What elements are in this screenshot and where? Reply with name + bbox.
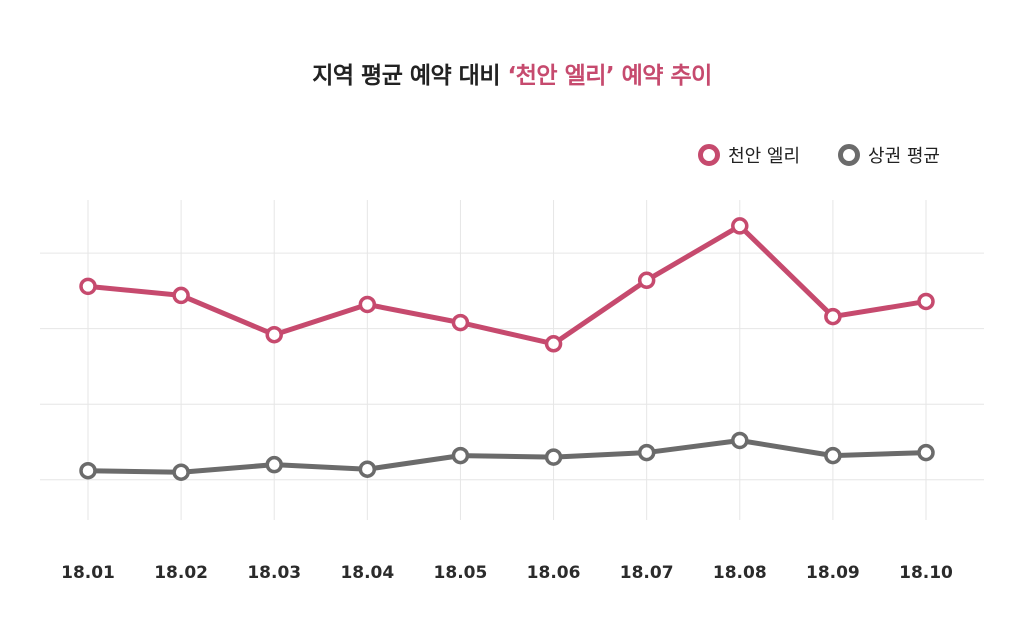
data-point-s0-2 xyxy=(265,325,283,344)
legend-item-primary: 천안 엘리 xyxy=(698,142,800,168)
legend-marker-secondary xyxy=(838,144,861,166)
data-point-s0-6 xyxy=(637,271,656,290)
data-point-s0-0 xyxy=(79,277,97,296)
x-tick-label-0: 18.01 xyxy=(61,563,115,583)
data-point-s0-5 xyxy=(544,335,563,353)
data-point-s0-4 xyxy=(451,313,470,332)
data-point-s0-9 xyxy=(917,292,935,311)
chart-title: 지역 평균 예약 대비 ‘천안 엘리’ 예약 추이 xyxy=(0,56,1024,90)
data-point-s1-1 xyxy=(172,463,190,481)
x-tick-label-6: 18.07 xyxy=(620,563,674,583)
chart-title-highlight: ‘천안 엘리’ 예약 추이 xyxy=(507,63,713,89)
x-tick-label-9: 18.10 xyxy=(899,563,953,583)
x-tick-label-8: 18.09 xyxy=(806,563,860,583)
data-point-s1-0 xyxy=(79,461,97,480)
chart-legend: 천안 엘리 상권 평균 xyxy=(698,142,940,168)
data-point-s0-1 xyxy=(172,286,190,305)
data-point-s1-7 xyxy=(731,431,749,450)
data-point-s1-6 xyxy=(637,443,656,462)
data-point-s1-4 xyxy=(451,446,470,465)
data-point-s1-3 xyxy=(358,460,377,478)
legend-item-secondary: 상권 평균 xyxy=(838,142,940,168)
x-tick-label-4: 18.05 xyxy=(434,563,488,583)
x-tick-label-7: 18.08 xyxy=(713,563,767,583)
data-point-s0-3 xyxy=(358,295,377,314)
data-point-s0-8 xyxy=(824,307,842,326)
chart-title-prefix: 지역 평균 예약 대비 xyxy=(312,63,508,89)
x-tick-label-2: 18.03 xyxy=(247,563,301,583)
legend-label-primary: 천안 엘리 xyxy=(728,146,801,167)
data-point-s1-9 xyxy=(917,443,935,462)
x-tick-label-5: 18.06 xyxy=(527,563,581,583)
series-line-1 xyxy=(85,437,929,475)
data-point-s1-2 xyxy=(265,455,283,474)
x-tick-label-3: 18.04 xyxy=(340,563,394,583)
legend-label-secondary: 상권 평균 xyxy=(868,146,940,167)
series-line-0 xyxy=(85,223,929,347)
data-point-s1-5 xyxy=(544,448,563,466)
legend-marker-primary xyxy=(698,144,721,166)
data-point-s1-8 xyxy=(824,446,842,465)
data-point-s0-7 xyxy=(731,217,749,235)
x-tick-label-1: 18.02 xyxy=(154,563,208,583)
